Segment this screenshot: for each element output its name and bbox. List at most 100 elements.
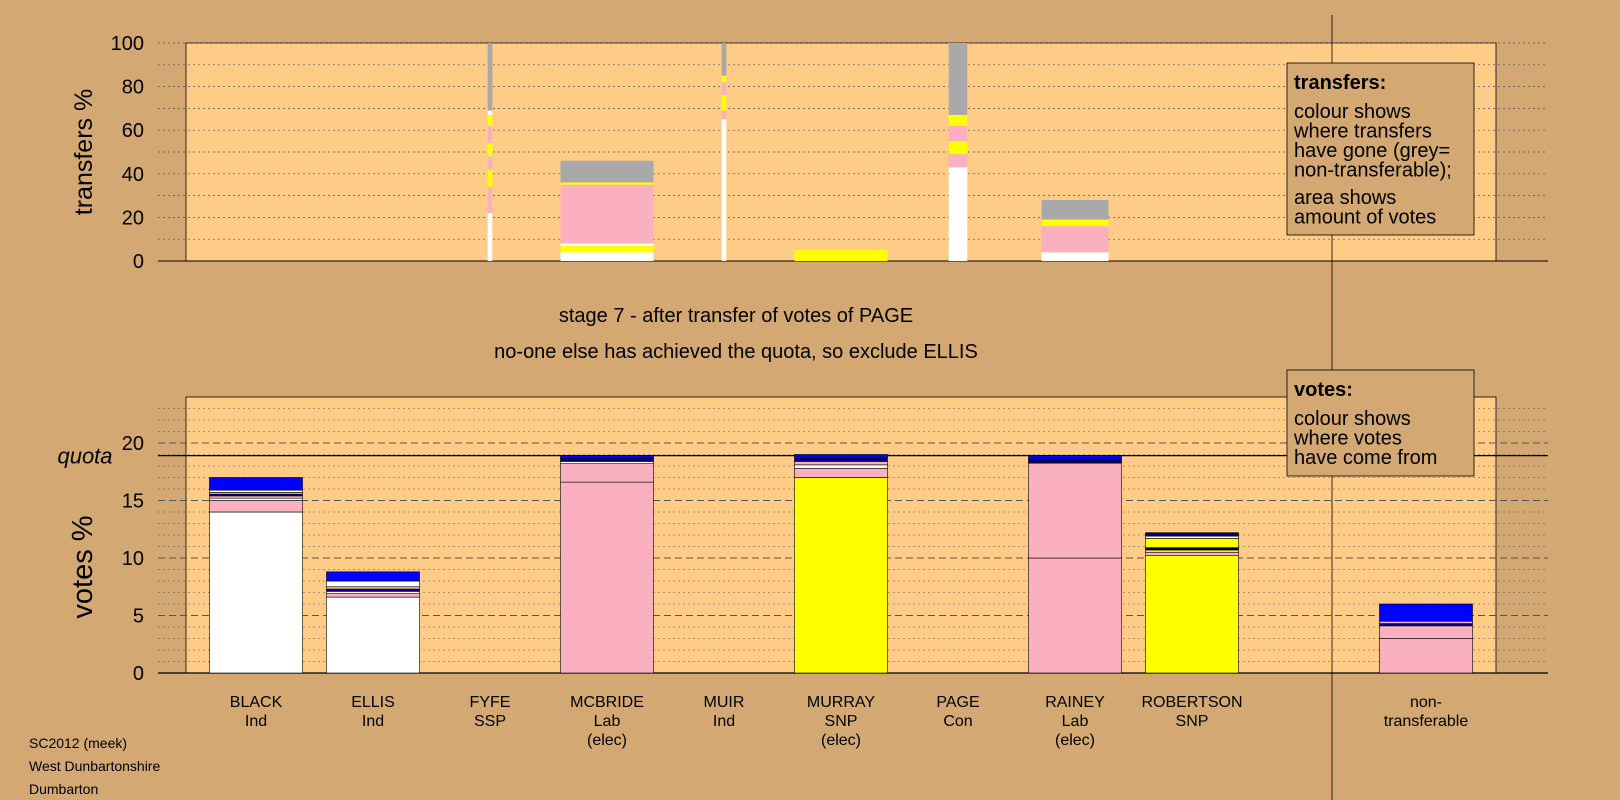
votes-legend [1286,369,1475,477]
vote-bar-segment [560,481,654,674]
transfers-legend [1286,62,1475,236]
candidate-label: PAGE [936,694,979,711]
transfer-bar-segment [948,154,968,168]
votes-y-tick-label: 20 [122,433,144,455]
vote-bar-segment [326,588,420,592]
vote-bar-segment [1379,620,1473,624]
candidate-label: SNP [1176,713,1209,730]
vote-bar-segment [1028,463,1122,559]
vote-bar-segment [326,593,420,598]
candidate-label: MUIR [704,694,745,711]
candidate-label: Ind [245,713,267,730]
candidate-label: non- [1410,694,1442,711]
transfer-bar-segment [948,141,968,155]
vote-bar-segment [1145,551,1239,557]
vote-bar-segment [1028,458,1122,463]
transfer-bar-segment [487,186,493,214]
candidate-label: Lab [1062,713,1089,730]
transfer-bar-segment [794,250,888,261]
vote-bar-segment [1379,638,1473,674]
vote-bar-segment [326,580,420,588]
vote-bar-segment [1379,625,1473,639]
transfers-legend-title: transfers: [1294,72,1386,94]
transfer-bar-segment [487,125,493,144]
transfer-bar-segment [487,169,493,187]
vote-bar-segment [560,455,654,459]
transfers-y-tick-label: 20 [122,207,144,229]
vote-bar-segment [1379,603,1473,622]
votes-legend-title: votes: [1294,379,1353,401]
transfer-bar-segment [487,43,493,111]
vote-bar-segment [209,497,303,501]
transfers-y-tick-label: 60 [122,120,144,142]
transfers-y-axis-label: transfers % [70,89,98,215]
transfers-legend-line: where transfers [1293,121,1432,143]
stage-subtitle: no-one else has achieved the quota, so e… [494,341,978,363]
candidate-label: (elec) [821,732,861,749]
quota-label: quota [57,444,112,469]
transfer-bar-segment [1041,252,1109,261]
transfer-bar-segment [948,114,968,126]
vote-bar-segment [209,500,303,513]
stage-title: stage 7 - after transfer of votes of PAG… [559,305,913,327]
vote-bar-segment [560,461,654,464]
transfer-bar-segment [487,110,493,115]
transfer-bar-segment [721,110,727,120]
votes-y-tick-label: 5 [133,606,144,628]
votes-legend-line: have come from [1294,447,1437,469]
transfer-bar-segment [948,125,968,142]
transfer-bar-segment [487,114,493,126]
transfer-bar-segment [948,167,968,261]
vote-bar-segment [326,596,420,674]
vote-bar-segment [326,591,420,594]
transfer-bar-segment [721,43,727,76]
transfers-legend-line: amount of votes [1294,207,1436,229]
transfer-bar-segment [560,252,654,261]
transfer-bar-segment [1041,219,1109,227]
vote-bar-segment [1145,549,1239,553]
vote-bar-segment [326,571,420,582]
footer-line: Dumbarton [29,781,98,797]
candidate-label: ROBERTSON [1141,694,1242,711]
transfer-bar-segment [1041,226,1109,253]
candidate-label: Con [943,713,972,730]
vote-bar-segment [794,464,888,469]
vote-bar-segment [1145,538,1239,548]
vote-bar-segment [560,457,654,462]
vote-bar-segment [1028,557,1122,674]
footer-line: SC2012 (meek) [29,735,127,751]
candidate-label: FYFE [470,694,511,711]
candidate-label: SSP [474,713,506,730]
vote-bar-segment [1145,535,1239,539]
votes-legend-line: colour shows [1294,408,1411,430]
transfer-bar-segment [721,95,727,111]
candidate-label: Lab [594,713,621,730]
votes-y-tick-label: 15 [122,491,144,513]
vote-bar-segment [560,463,654,483]
votes-legend-line: where votes [1293,428,1402,450]
transfers-y-tick-label: 0 [133,251,144,273]
vote-bar-segment [1145,532,1239,537]
transfer-bar-segment [487,156,493,170]
candidate-label: transferable [1384,713,1469,730]
candidate-label: Ind [362,713,384,730]
transfer-bar-segment [560,160,654,183]
footer-line: West Dunbartonshire [29,758,160,774]
transfer-bar-segment [487,213,493,261]
candidate-label: MCBRIDE [570,694,644,711]
votes-y-tick-label: 10 [122,548,144,570]
transfer-bar-segment [721,82,727,96]
transfer-bar-segment [560,182,654,185]
transfers-legend-line: non-transferable); [1294,160,1452,182]
transfer-bar-segment [560,245,654,253]
candidate-label: SNP [825,713,858,730]
vote-bar-segment [209,477,303,491]
transfers-legend-line: area shows [1294,187,1396,209]
vote-bar-segment [1145,555,1239,674]
transfer-bar-segment [1041,199,1109,220]
transfer-bar-segment [948,43,968,115]
vote-bar-segment [209,495,303,499]
candidate-label: (elec) [1055,732,1095,749]
